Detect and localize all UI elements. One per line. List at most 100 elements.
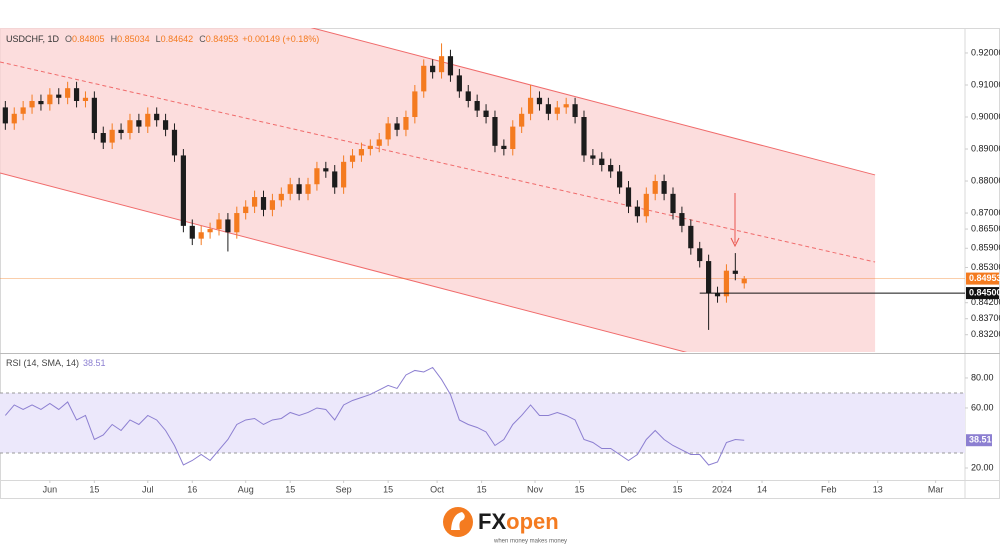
price-label-box <box>966 272 999 285</box>
candle-body <box>403 117 409 130</box>
channel-lower <box>0 172 688 352</box>
candle-body <box>100 133 106 143</box>
candle-body <box>82 97 89 101</box>
candle-body <box>136 120 142 127</box>
x-tick-label: Sep <box>336 484 352 494</box>
candle-body <box>474 100 480 111</box>
candle-body <box>109 129 115 143</box>
candle-body <box>679 213 685 226</box>
price-label-box <box>966 287 999 300</box>
x-tick-label: Nov <box>527 484 544 494</box>
candle-body <box>732 270 738 274</box>
candle-body <box>38 100 44 105</box>
candle-body <box>412 91 418 118</box>
header: USDCHF, 1D O0.84805 H0.85034 L0.84642 C0.849… <box>6 34 319 44</box>
candle-body <box>341 161 347 188</box>
x-tick-label: 15 <box>383 484 393 494</box>
candle-body <box>527 97 534 114</box>
brand: FXopen <box>478 509 559 534</box>
candle-body <box>714 293 721 297</box>
candle-body <box>47 94 53 105</box>
candle-body <box>697 248 703 262</box>
y-tick-label: 80.00 <box>971 372 994 382</box>
y-tick-label: 20.00 <box>971 462 994 472</box>
candle-body <box>29 100 35 108</box>
candle-body <box>278 193 284 201</box>
candle-body <box>314 168 320 185</box>
symbol: USDCHF, 1D <box>6 34 60 44</box>
candle-body <box>73 88 80 101</box>
candle-body <box>519 113 525 127</box>
price-label: 0.84953 <box>969 273 1000 283</box>
brand-open: open <box>506 509 559 534</box>
info-value: 0.84642 <box>161 34 194 44</box>
candle-body <box>269 200 276 210</box>
candle-body <box>688 225 694 249</box>
candle-body <box>198 232 204 239</box>
rsi-line <box>4 366 745 466</box>
candle-body <box>65 88 71 98</box>
main-pane <box>0 28 965 352</box>
candle-body <box>741 278 747 284</box>
candle-body <box>323 168 329 172</box>
candle-body <box>162 120 169 130</box>
candle-body <box>171 129 178 156</box>
candle-body <box>643 193 649 217</box>
x-tick-label: 13 <box>873 484 883 494</box>
candle-body <box>118 129 124 134</box>
candle-body <box>234 213 240 233</box>
x-tick-label: Oct <box>430 484 445 494</box>
candle-body <box>465 91 471 101</box>
candle-body <box>2 107 8 124</box>
candle-body <box>545 104 551 114</box>
candle-body <box>510 126 516 150</box>
channel-middle <box>0 61 876 263</box>
candle-body <box>447 56 454 76</box>
x-tick-label: Jun <box>43 484 58 494</box>
candle-body <box>207 229 213 233</box>
candle-body <box>483 110 489 118</box>
candle-body <box>332 171 338 188</box>
candle-body <box>661 181 667 194</box>
logo-emblem <box>451 512 465 530</box>
candle-body <box>625 187 632 207</box>
rsi-value: 38.51 <box>83 358 106 368</box>
x-tick-label: Feb <box>821 484 837 494</box>
candle-body <box>154 113 160 121</box>
x-tick-label: 15 <box>477 484 487 494</box>
candle-body <box>616 171 623 188</box>
rsi-last-box <box>966 434 992 447</box>
candle-body <box>367 145 373 150</box>
candle-body <box>652 181 658 194</box>
x-tick-label: 16 <box>187 484 197 494</box>
change: +0.00149 (+0.18%) <box>242 34 319 44</box>
candle-body <box>358 149 365 156</box>
x-tick-label: 15 <box>672 484 682 494</box>
y-tick-label: 60.00 <box>971 402 994 412</box>
x-tick-label: Mar <box>928 484 944 494</box>
candle-body <box>670 193 676 214</box>
rsi-last-label: 38.51 <box>969 435 992 445</box>
candle-body <box>492 117 498 146</box>
info-value: 0.84953 <box>206 34 239 44</box>
rsi-pane <box>0 366 965 466</box>
candle-body <box>180 155 186 226</box>
arrow <box>730 193 740 248</box>
x-tick-label: 2024 <box>712 484 732 494</box>
info-key: O <box>65 34 72 44</box>
candle-body <box>706 261 712 294</box>
info-key: L <box>156 34 161 44</box>
candle-body <box>287 184 293 194</box>
candle-body <box>501 145 507 150</box>
